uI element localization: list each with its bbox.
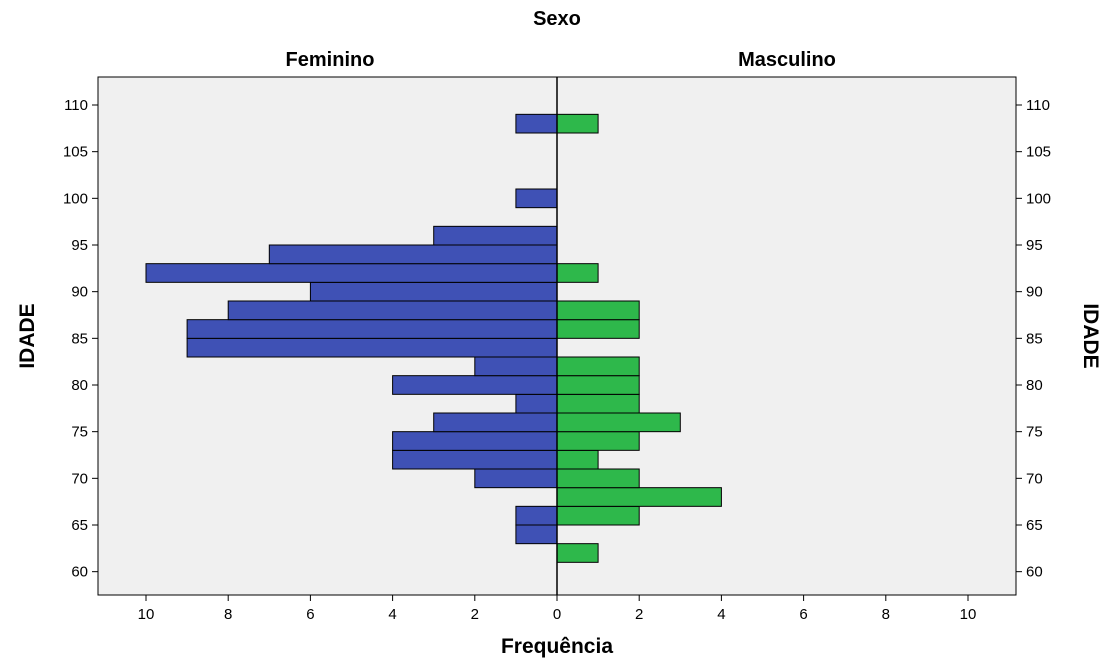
x-tick-label: 8 <box>224 606 232 623</box>
bar-masculino-72 <box>556 449 599 470</box>
y-tick-label-left: 75 <box>71 424 88 441</box>
bar-feminino-86 <box>186 319 558 339</box>
y-tick-label-right: 60 <box>1026 564 1043 581</box>
bar-feminino-82 <box>474 356 558 377</box>
y-tick-label-right: 80 <box>1026 377 1043 394</box>
y-tick-label-right: 75 <box>1026 424 1043 441</box>
x-tick-label: 10 <box>138 606 155 623</box>
bar-feminino-66 <box>515 505 558 526</box>
bar-masculino-82 <box>556 356 640 377</box>
bar-feminino-80 <box>392 375 558 395</box>
bar-masculino-88 <box>556 300 640 321</box>
bar-feminino-64 <box>515 524 558 545</box>
y-tick-label-left: 85 <box>71 330 88 347</box>
y-tick-label-right: 105 <box>1026 144 1051 161</box>
y-tick-label-right: 70 <box>1026 470 1043 487</box>
bar-feminino-76 <box>433 412 558 433</box>
y-tick-label-left: 65 <box>71 517 88 534</box>
y-tick-label-left: 105 <box>63 144 88 161</box>
y-tick-label-right: 65 <box>1026 517 1043 534</box>
panel-label-feminino: Feminino <box>286 49 375 71</box>
bar-masculino-92 <box>556 263 599 283</box>
bar-feminino-78 <box>515 393 558 414</box>
bar-masculino-62 <box>556 543 599 563</box>
bar-feminino-84 <box>186 337 558 358</box>
y-tick-label-left: 95 <box>71 237 88 254</box>
bar-feminino-94 <box>268 244 558 265</box>
y-ticks-right: 60 65 70 75 80 85 90 95 100 105 110 <box>1016 97 1051 581</box>
bar-feminino-88 <box>227 300 558 321</box>
bar-feminino-72 <box>392 449 558 470</box>
x-tick-label: 6 <box>799 606 807 623</box>
y-tick-label-right: 90 <box>1026 284 1043 301</box>
y-tick-label-left: 80 <box>71 377 88 394</box>
bar-masculino-70 <box>556 468 640 489</box>
x-tick-label: 4 <box>717 606 725 623</box>
panel-label-masculino: Masculino <box>738 49 836 71</box>
bar-masculino-86 <box>556 319 640 339</box>
y-axis-label-left: IDADE <box>16 303 39 368</box>
bar-feminino-70 <box>474 468 558 489</box>
x-tick-label: 10 <box>960 606 977 623</box>
bar-feminino-90 <box>309 281 558 302</box>
bar-feminino-100 <box>515 188 558 209</box>
bar-feminino-96 <box>433 225 558 246</box>
bar-masculino-108 <box>556 113 599 134</box>
bar-feminino-74 <box>392 431 558 451</box>
y-axis-label-right: IDADE <box>1079 303 1102 368</box>
bar-feminino-92 <box>145 263 558 283</box>
y-ticks-left: 60 65 70 75 80 85 90 95 100 105 110 <box>63 97 98 581</box>
y-tick-label-right: 95 <box>1026 237 1043 254</box>
bar-masculino-74 <box>556 431 640 451</box>
y-tick-label-right: 110 <box>1026 97 1050 114</box>
x-tick-label: 6 <box>306 606 314 623</box>
chart-title: Sexo <box>533 8 581 30</box>
bar-masculino-66 <box>556 505 640 526</box>
y-tick-label-left: 60 <box>71 564 88 581</box>
bar-masculino-80 <box>556 375 640 395</box>
x-tick-label: 2 <box>635 606 643 623</box>
bar-masculino-76 <box>556 412 681 433</box>
y-tick-label-right: 85 <box>1026 330 1043 347</box>
feminino-bars <box>145 113 558 545</box>
y-tick-label-left: 90 <box>71 284 88 301</box>
x-tick-label: 0 <box>553 606 561 623</box>
x-ticks: 10 8 6 4 2 0 2 4 6 8 10 <box>138 595 977 623</box>
y-tick-label-right: 100 <box>1026 190 1051 207</box>
bar-masculino-78 <box>556 393 640 414</box>
y-tick-label-left: 100 <box>63 190 88 207</box>
bar-feminino-108 <box>515 113 558 134</box>
masculino-bars <box>556 113 722 563</box>
x-tick-label: 8 <box>882 606 890 623</box>
x-axis-label: Frequência <box>501 635 613 658</box>
y-tick-label-left: 70 <box>71 470 88 487</box>
x-tick-label: 4 <box>388 606 396 623</box>
x-tick-label: 2 <box>471 606 479 623</box>
bar-masculino-68 <box>556 487 722 507</box>
y-tick-label-left: 110 <box>64 97 88 114</box>
